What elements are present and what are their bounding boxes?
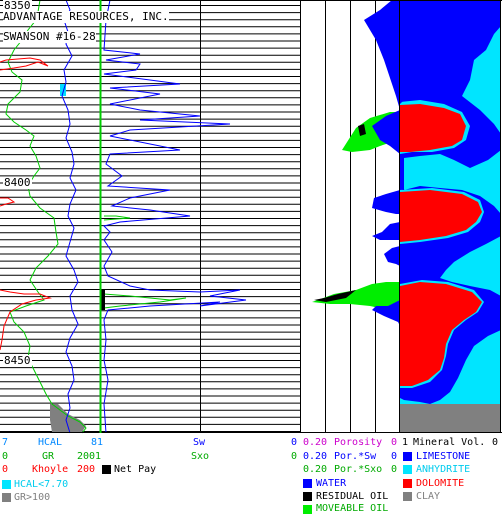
por-sxo-name: Por.*Sxo xyxy=(334,464,383,475)
hcal-fill-label: HCAL<7.70 xyxy=(14,479,69,490)
sxo-max: 0 xyxy=(291,451,298,462)
por-sw-min: 0.20 xyxy=(303,451,328,462)
dolomite-fill xyxy=(400,190,482,242)
khoyle-min: 0 xyxy=(2,464,9,475)
gr-name: GR xyxy=(42,451,55,462)
water-fill xyxy=(364,0,400,110)
khoyle-curve xyxy=(0,197,16,207)
porosity-max: 0 xyxy=(391,437,398,448)
net-pay-swatch xyxy=(102,465,111,474)
porosity-name: Porosity xyxy=(334,437,383,448)
mineral-volume-track xyxy=(398,0,501,433)
por-sxo-min: 0.20 xyxy=(303,464,328,475)
sw-curve xyxy=(103,0,247,434)
khoyle-max: 200 xyxy=(77,464,96,475)
clay-label: CLAY xyxy=(416,491,441,502)
anhydrite-label: ANHYDRITE xyxy=(416,464,471,475)
residual-oil-label: RESIDUAL OIL xyxy=(316,491,389,502)
dolomite-fill xyxy=(400,282,482,386)
clay-fill xyxy=(400,404,500,433)
depth-label-8350: 8350 xyxy=(3,0,32,12)
hcal-min: 7 xyxy=(2,437,9,448)
track3-grid xyxy=(325,0,376,433)
well-name: SWANSON #16-28 xyxy=(3,30,96,43)
water-fill xyxy=(372,300,400,326)
sw-max: 0 xyxy=(291,437,298,448)
track-borders xyxy=(0,0,502,433)
porosity-min: 0.20 xyxy=(303,437,328,448)
gr-max: 2001 xyxy=(77,451,102,462)
water-fill xyxy=(372,222,400,240)
gr-fill-label: GR>100 xyxy=(14,492,51,503)
gr-min: 0 xyxy=(2,451,9,462)
limestone-swatch xyxy=(403,452,412,461)
water-fill xyxy=(384,246,400,266)
porosity-track xyxy=(312,0,400,326)
moveable-oil-label: MOVEABLE OIL xyxy=(316,503,389,514)
net-pay-bar xyxy=(100,290,105,310)
dolomite-swatch xyxy=(403,479,412,488)
mineral-vol-max: 0 xyxy=(492,437,499,448)
company-name: ADVANTAGE RESOURCES, INC. xyxy=(3,10,169,23)
water-fill xyxy=(372,190,400,214)
residual-oil-swatch xyxy=(303,492,312,501)
por-sxo-max: 0 xyxy=(391,464,398,475)
sxo-curve xyxy=(103,293,187,309)
net-pay-label: Net Pay xyxy=(114,464,157,475)
sxo-curve xyxy=(103,215,131,221)
mineral-vol-min: 1 xyxy=(402,437,409,448)
limestone-fill xyxy=(400,0,501,404)
khoyle-name: Khoyle xyxy=(32,464,69,475)
clay-swatch xyxy=(403,492,412,501)
khoyle-curve xyxy=(0,289,52,351)
por-sw-name: Por.*Sw xyxy=(334,451,377,462)
moveable-oil-swatch xyxy=(303,505,312,514)
por-sw-max: 0 xyxy=(391,451,398,462)
khoyle-curve xyxy=(0,57,49,71)
residual-oil-fill xyxy=(314,290,356,302)
hcal-max: 81 xyxy=(91,437,104,448)
hcal-name: HCAL xyxy=(38,437,63,448)
depth-label-8450: 8450 xyxy=(3,354,32,367)
anhydrite-swatch xyxy=(403,465,412,474)
depth-label-8400: 8400 xyxy=(3,176,32,189)
dolomite-fill xyxy=(400,104,466,152)
residual-oil-fill xyxy=(358,124,366,136)
track2-grid xyxy=(101,0,300,433)
gr-over-100-fill xyxy=(50,404,86,432)
gr-curve xyxy=(5,0,87,434)
water-swatch xyxy=(303,479,312,488)
sw-name: Sw xyxy=(193,437,206,448)
sxo-name: Sxo xyxy=(191,451,210,462)
gr-fill-swatch xyxy=(2,493,11,502)
mineral-vol-name: Mineral Vol. xyxy=(413,437,486,448)
track1-grid xyxy=(0,5,100,432)
hcal-curve xyxy=(61,0,79,434)
moveable-oil-fill xyxy=(312,282,400,312)
limestone-fill xyxy=(398,0,480,104)
dolomite-label: DOLOMITE xyxy=(416,478,465,489)
water-fill xyxy=(372,110,400,154)
water-label: WATER xyxy=(316,478,347,489)
hcal-fill-swatch xyxy=(2,480,11,489)
limestone-label: LIMESTONE xyxy=(416,451,471,462)
